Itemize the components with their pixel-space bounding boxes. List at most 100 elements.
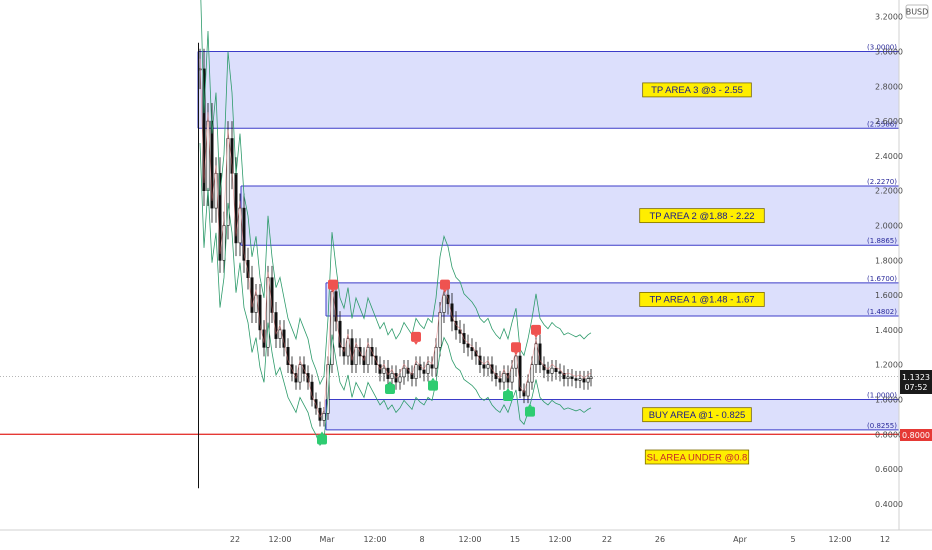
price-axis[interactable]: 0.4000 0.6000 0.8000 1.0000 1.2000 1.4000 1.60… (875, 13, 903, 509)
sell-signal-marker (440, 279, 450, 290)
zone-layer (0, 51, 899, 435)
candle-body (246, 259, 250, 278)
buy-signal-marker (385, 384, 395, 395)
time-tick-label: 12:00 (268, 535, 291, 544)
zone-label-box (642, 82, 752, 98)
zone-high-value: (3.0000) (867, 44, 897, 52)
candle-body (402, 367, 406, 378)
buy-signal-marker (317, 434, 327, 445)
price-tick-label: 2.6000 (875, 117, 903, 126)
candle-body (422, 369, 426, 374)
candle-body (266, 277, 270, 348)
candle-body (310, 381, 314, 400)
price-tick-label: 1.4000 (875, 326, 903, 335)
sell-signal-marker (531, 324, 541, 335)
time-tick-label: 5 (790, 535, 795, 544)
candle-body (550, 367, 554, 374)
candle-body (278, 329, 282, 339)
candle-body (274, 312, 278, 339)
candle-body (450, 303, 454, 322)
candle-body (254, 294, 258, 313)
candle-body (202, 68, 206, 192)
time-tick-label: 12 (880, 535, 890, 544)
stop-loss-label-box (644, 449, 750, 465)
candle-body (566, 376, 570, 379)
time-tick-label: 12:00 (363, 535, 386, 544)
sell-signal-pointer (534, 334, 538, 338)
buy-signal-pointer (388, 381, 392, 385)
symbol-label[interactable]: BUSD (906, 8, 929, 17)
candle-body (430, 364, 434, 369)
price-tick-label: 2.2000 (875, 187, 903, 196)
zone-low-value: (1.4802) (867, 308, 897, 316)
price-tick-label: 2.8000 (875, 82, 903, 91)
zone-high-value: (2.2270) (867, 178, 897, 186)
candle-body (582, 378, 586, 383)
sell-signal-pointer (514, 352, 518, 356)
candle-body (494, 373, 498, 379)
candle-layer (198, 42, 593, 489)
price-tick-label: 3.0000 (875, 48, 903, 57)
candle-body (518, 355, 522, 392)
candle-body (578, 378, 582, 381)
candle-body (510, 367, 514, 383)
candle-body (226, 138, 230, 226)
time-tick-label: 22 (230, 535, 240, 544)
candle-body (410, 373, 414, 379)
candle-body (210, 120, 214, 209)
price-zone (326, 399, 899, 430)
candle-body (330, 291, 334, 365)
sell-signal-pointer (414, 341, 418, 345)
buy-signal-pointer (320, 431, 324, 435)
candle-body (326, 364, 330, 414)
zone-label-layer: (3.0000) (2.5586) TP AREA 3 @3 - 2.55 (2.22… (639, 44, 897, 465)
candle-body (346, 338, 350, 357)
price-tick-label: 1.6000 (875, 291, 903, 300)
candle-body (354, 346, 358, 365)
candle-body (574, 378, 578, 381)
candle-body (366, 346, 370, 365)
candle-body (314, 399, 318, 409)
candle-body (534, 343, 538, 366)
candle-body (546, 369, 550, 374)
buy-signal-pointer (506, 388, 510, 392)
zone-label: TP AREA 2 @1.88 - 2.22 (649, 211, 754, 222)
price-tick-label: 2.0000 (875, 222, 903, 231)
time-tick-label: 12:00 (828, 535, 851, 544)
stop-loss-label: SL AREA UNDER @0.8 (647, 453, 748, 464)
zone-low-value: (0.8255) (867, 422, 897, 430)
candle-body (198, 68, 202, 71)
stop-loss-price-label: 0.8000 (902, 431, 930, 440)
buy-signal-marker (525, 406, 535, 417)
candle-body (322, 413, 326, 421)
candle-body (438, 312, 442, 348)
price-tick-label: 3.2000 (875, 13, 903, 22)
buy-signal-marker (503, 391, 513, 402)
time-tick-label: 8 (419, 535, 424, 544)
candle-body (466, 343, 470, 348)
price-tick-label: 0.4000 (875, 500, 903, 509)
sell-signal-pointer (331, 289, 335, 293)
candle-body (530, 364, 534, 383)
candle-body (426, 364, 430, 374)
candle-body (474, 350, 478, 357)
price-tick-label: 0.8000 (875, 430, 903, 439)
candle-body (298, 364, 302, 383)
time-tick-label: 15 (510, 535, 520, 544)
candle-body (414, 364, 418, 379)
price-tick-label: 1.0000 (875, 396, 903, 405)
last-price-label: 1.1323 (902, 373, 930, 382)
price-tick-label: 1.2000 (875, 361, 903, 370)
candle-body (502, 373, 506, 383)
zone-label-box (642, 407, 752, 423)
time-axis[interactable]: 22 12:00 Mar 12:00 8 12:00 15 12:00 22 26 Apr 5 12:0… (230, 535, 890, 544)
candle-body (589, 376, 593, 379)
zone-low-value: (1.8865) (867, 237, 897, 245)
time-tick-label: 22 (602, 535, 612, 544)
buy-signal-marker (428, 380, 438, 391)
basis-line (199, 58, 592, 419)
candle-body (526, 381, 530, 397)
candle-body (486, 364, 490, 369)
zone-label-box (639, 292, 765, 307)
